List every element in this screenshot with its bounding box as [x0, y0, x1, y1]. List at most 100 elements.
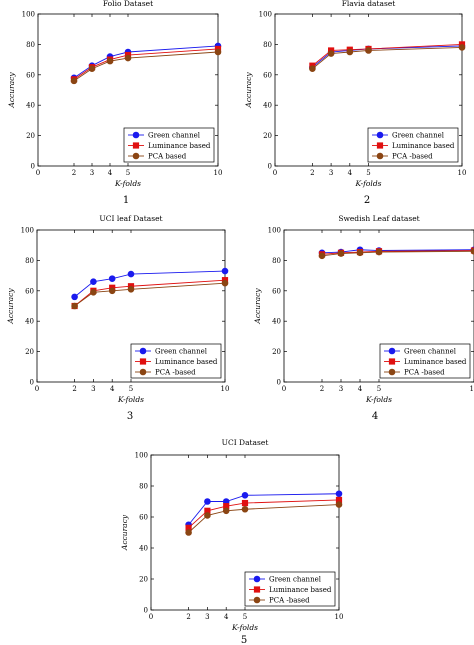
panel-number: 3 — [127, 411, 133, 422]
legend-marker — [139, 358, 147, 365]
x-tick-label: 3 — [91, 385, 95, 393]
legend: Green channel Luminance based PCA -based — [130, 343, 222, 379]
data-point — [204, 498, 211, 505]
x-tick-label: 4 — [110, 385, 115, 393]
series-line — [188, 499, 340, 529]
legend: Green channel Luminance based PCA -based — [244, 571, 336, 607]
data-point — [327, 50, 335, 57]
data-point — [365, 47, 372, 54]
data-point — [127, 270, 135, 278]
legend-marker — [388, 368, 396, 376]
data-point — [458, 44, 466, 51]
x-tick-label: 10 — [335, 613, 344, 621]
data-point — [346, 48, 354, 56]
y-tick-label: 0 — [30, 379, 34, 387]
y-tick-label: 40 — [25, 318, 34, 326]
y-tick-label: 60 — [272, 287, 281, 295]
x-tick-label: 5 — [129, 385, 133, 393]
data-point — [90, 278, 97, 285]
legend-label: Green channel — [148, 132, 201, 140]
y-tick-label: 40 — [26, 102, 35, 110]
legend-marker — [376, 131, 384, 139]
chart-title: UCI leaf Dataset — [99, 214, 162, 223]
data-point — [337, 250, 345, 257]
legend-label: Luminance based — [269, 586, 332, 594]
series-line — [74, 270, 226, 298]
y-tick-label: 100 — [268, 227, 281, 235]
legend: Green channel Luminance based PCA based — [123, 127, 215, 163]
panel-number: 1 — [123, 195, 129, 206]
y-axis-label: Accuracy — [7, 72, 16, 109]
y-axis-label: Accuracy — [244, 72, 253, 109]
legend-marker — [388, 347, 396, 355]
data-point — [470, 247, 474, 255]
x-tick-label: 4 — [358, 385, 363, 393]
data-point — [185, 529, 192, 536]
legend-marker — [253, 575, 261, 583]
y-axis-label: Accuracy — [120, 514, 129, 551]
chart-title: Swedish Leaf dataset — [338, 214, 419, 223]
legend-marker — [388, 358, 396, 365]
panel-number: 2 — [364, 195, 370, 206]
legend-label: Green channel — [404, 348, 457, 356]
y-tick-label: 20 — [263, 132, 272, 140]
y-tick-label: 60 — [25, 287, 34, 295]
data-point — [221, 267, 229, 275]
x-tick-label: 10 — [470, 385, 474, 393]
data-point — [375, 248, 383, 256]
legend-label: PCA -based — [404, 369, 445, 377]
x-tick-label: 3 — [339, 385, 343, 393]
data-point — [90, 289, 97, 296]
y-tick-label: 0 — [268, 163, 272, 171]
series-line — [74, 282, 226, 307]
legend-label: Green channel — [155, 348, 208, 356]
series-3 — [70, 48, 222, 85]
legend-label: Luminance based — [392, 142, 455, 150]
legend-label: Luminance based — [155, 358, 218, 366]
x-tick-label: 5 — [366, 169, 370, 177]
y-tick-label: 60 — [26, 71, 35, 79]
y-tick-label: 100 — [21, 227, 34, 235]
y-tick-label: 80 — [26, 41, 35, 49]
series-line — [74, 279, 226, 307]
data-point — [241, 492, 249, 499]
series-2 — [70, 45, 222, 83]
series-1 — [185, 490, 343, 529]
y-tick-label: 80 — [272, 257, 281, 265]
data-point — [241, 505, 249, 513]
data-point — [222, 507, 230, 515]
legend-marker — [132, 142, 140, 149]
y-tick-label: 20 — [25, 348, 34, 356]
data-point — [70, 77, 78, 85]
legend: Green channel Luminance based PCA -based — [367, 127, 459, 163]
x-tick-label: 2 — [186, 613, 190, 621]
data-point — [71, 293, 78, 301]
series-3 — [71, 279, 229, 310]
x-tick-label: 4 — [224, 613, 229, 621]
x-tick-label: 0 — [36, 169, 40, 177]
x-axis-label: K-folds — [231, 623, 258, 632]
x-tick-label: 2 — [72, 385, 76, 393]
y-tick-label: 100 — [259, 11, 272, 19]
y-tick-label: 20 — [26, 132, 35, 140]
y-tick-label: 0 — [31, 163, 35, 171]
data-point — [204, 512, 211, 519]
y-axis-label: Accuracy — [253, 288, 262, 325]
series-line — [73, 51, 219, 82]
data-point — [108, 287, 116, 295]
legend-marker — [132, 131, 140, 139]
x-tick-label: 2 — [320, 385, 324, 393]
data-point — [88, 65, 96, 73]
x-axis-label: K-folds — [114, 179, 141, 188]
series-1 — [309, 42, 466, 71]
x-tick-label: 4 — [108, 169, 113, 177]
data-point — [241, 499, 249, 507]
x-tick-label: 4 — [348, 169, 353, 177]
series-line — [312, 43, 463, 67]
y-tick-label: 100 — [135, 452, 148, 460]
series-3 — [309, 44, 466, 73]
x-axis-label: K-folds — [117, 395, 144, 404]
series-line — [312, 45, 463, 68]
